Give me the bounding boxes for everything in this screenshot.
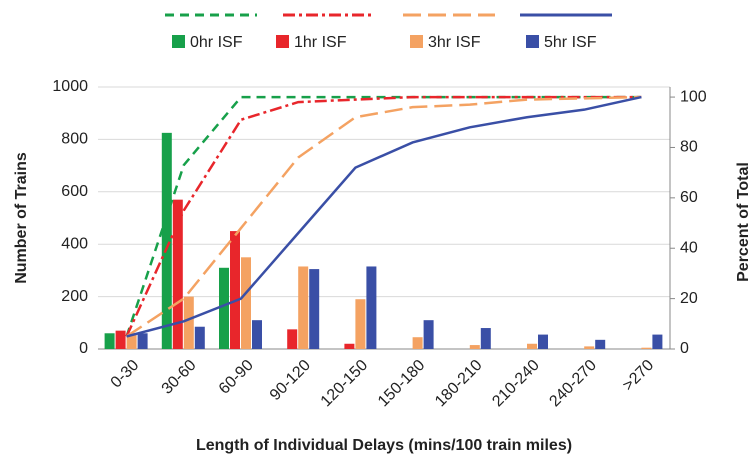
legend-swatch — [276, 35, 289, 48]
bar — [355, 299, 366, 349]
bar — [172, 199, 183, 349]
bar — [652, 334, 663, 349]
bar — [115, 330, 126, 349]
bar — [538, 334, 548, 349]
bar — [412, 337, 423, 349]
x-tick-label: 240-270 — [546, 357, 600, 411]
legend-swatch — [526, 35, 539, 48]
bar — [183, 296, 194, 349]
x-tick-label: >270 — [620, 357, 658, 395]
x-tick-label: 90-120 — [267, 357, 314, 404]
y-tick-label: 0 — [79, 340, 88, 357]
x-tick-label: 60-90 — [216, 357, 257, 398]
bar — [230, 231, 240, 349]
x-axis-label: Length of Individual Delays (mins/100 tr… — [196, 437, 572, 454]
cumulative-line — [125, 95, 642, 338]
bar — [480, 328, 491, 349]
y2-tick-label: 60 — [680, 189, 698, 206]
bar — [469, 345, 480, 349]
y2-tick-label: 0 — [680, 340, 689, 357]
cumulative-line — [125, 95, 642, 337]
legend-label: 5hr ISF — [544, 34, 597, 51]
x-tick-label: 0-30 — [108, 357, 143, 392]
y2-tick-label: 80 — [680, 139, 698, 156]
bar — [252, 320, 262, 349]
bar — [641, 347, 652, 349]
x-tick-label: 150-180 — [375, 357, 429, 411]
x-tick-label: 30-60 — [159, 357, 200, 398]
y2-tick-label: 40 — [680, 239, 698, 256]
bar — [241, 257, 251, 349]
bar — [309, 269, 320, 349]
bar — [298, 266, 309, 349]
bar — [287, 329, 298, 349]
legend-label: 3hr ISF — [428, 34, 481, 51]
legend-swatch — [172, 35, 185, 48]
legend-swatch — [410, 35, 423, 48]
y2-tick-label: 100 — [680, 88, 707, 105]
y-tick-label: 1000 — [52, 78, 88, 95]
bar — [366, 266, 377, 349]
bar — [194, 326, 205, 349]
bar — [595, 339, 606, 349]
y2-axis-label: Percent of Total — [735, 162, 752, 282]
y-tick-label: 200 — [61, 288, 88, 305]
bar — [584, 346, 595, 349]
y-tick-label: 600 — [61, 183, 88, 200]
bar — [527, 343, 537, 349]
bar — [104, 333, 115, 349]
y2-tick-label: 20 — [680, 290, 698, 307]
bar — [219, 267, 229, 349]
bar — [423, 320, 434, 349]
x-tick-label: 120-150 — [318, 357, 372, 411]
bar — [344, 343, 355, 349]
bar — [137, 333, 148, 349]
bar — [126, 333, 137, 349]
legend-label: 1hr ISF — [294, 34, 347, 51]
cumulative-line — [125, 95, 642, 337]
y-tick-label: 800 — [61, 131, 88, 148]
x-tick-label: 180-210 — [432, 357, 486, 411]
bar — [161, 132, 172, 349]
cumulative-line — [126, 95, 642, 338]
y-tick-label: 400 — [61, 235, 88, 252]
x-tick-label: 210-240 — [489, 357, 543, 411]
legend-label: 0hr ISF — [190, 34, 243, 51]
y-axis-label: Number of Trains — [13, 152, 30, 284]
